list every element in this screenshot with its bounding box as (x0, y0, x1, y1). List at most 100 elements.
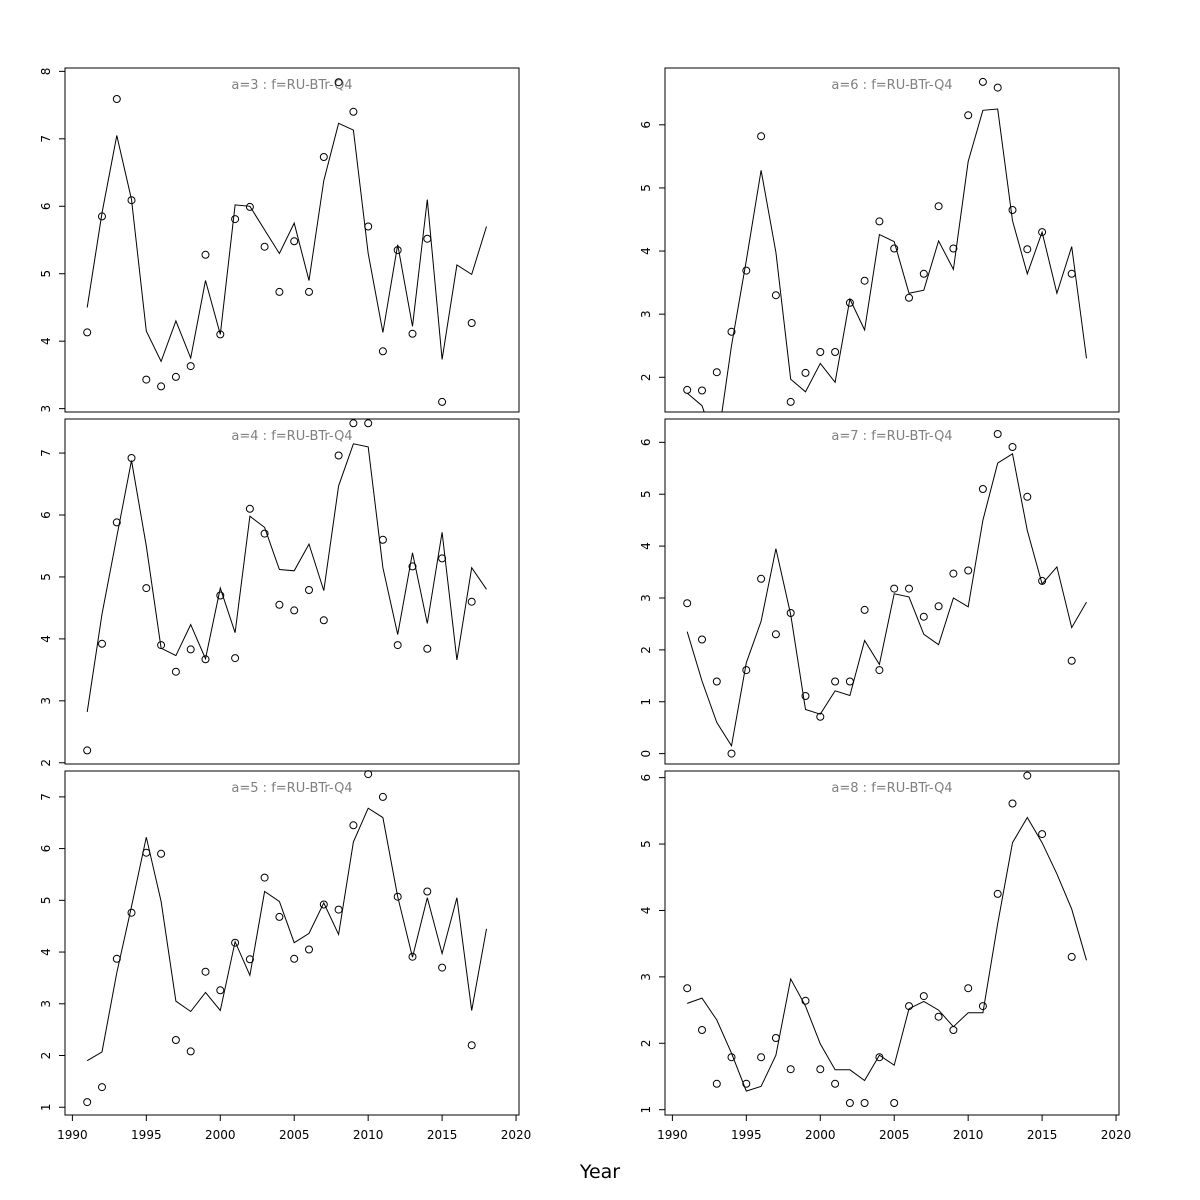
x-tick-label: 2005 (279, 1128, 310, 1142)
data-point (1008, 206, 1017, 214)
data-point (845, 298, 854, 307)
data-point (305, 945, 313, 954)
data-point (171, 1036, 180, 1044)
data-point (742, 666, 751, 675)
data-point (98, 639, 106, 648)
panel-frame (64, 67, 520, 413)
y-tick-label: 4 (39, 337, 53, 345)
data-point (98, 1083, 106, 1092)
data-point (142, 375, 151, 384)
data-point (290, 606, 299, 615)
data-point (334, 78, 343, 87)
data-point (712, 677, 721, 686)
data-point (275, 287, 284, 296)
data-point (1038, 228, 1047, 237)
data-point (201, 967, 210, 976)
data-point (890, 244, 899, 253)
data-point (712, 1079, 721, 1088)
y-tick-label: 6 (39, 511, 53, 519)
panel-title: a=5 : f=RU-BTr-Q4 (231, 781, 352, 796)
data-point (231, 938, 240, 947)
data-point (423, 644, 432, 653)
data-point (334, 451, 343, 460)
data-point (1008, 799, 1017, 808)
data-point (349, 107, 358, 116)
data-point (378, 535, 387, 544)
y-tick-label: 8 (39, 68, 53, 76)
data-point (683, 599, 692, 608)
x-tick-label: 2015 (427, 1128, 458, 1142)
data-point (127, 454, 136, 462)
data-point (305, 287, 313, 296)
x-tick-label: 1995 (731, 1128, 762, 1142)
panel-frame (64, 770, 520, 1116)
y-tick-label: 6 (39, 202, 53, 210)
data-point (216, 330, 225, 339)
data-point (890, 584, 899, 593)
data-point (216, 591, 225, 600)
data-point (949, 569, 958, 578)
x-tick-label: 2010 (953, 1128, 984, 1142)
series-line (86, 122, 487, 363)
data-point (786, 1065, 795, 1074)
data-point (171, 667, 180, 676)
x-tick-label: 2000 (805, 1128, 836, 1142)
y-tick-label: 6 (639, 121, 653, 129)
data-point (845, 677, 854, 686)
data-point (949, 1026, 958, 1034)
data-point (683, 385, 692, 394)
y-tick-label: 4 (39, 948, 53, 956)
data-point (98, 212, 106, 221)
y-tick-label: 5 (639, 184, 653, 192)
data-point (186, 645, 195, 654)
data-point (801, 368, 810, 377)
data-point (275, 912, 284, 921)
data-point (978, 1002, 987, 1011)
data-point (245, 955, 254, 964)
y-tick-label: 3 (39, 697, 53, 705)
y-tick-label: 3 (639, 310, 653, 318)
y-tick-label: 2 (39, 1052, 53, 1060)
data-point (949, 244, 958, 253)
y-tick-label: 7 (39, 793, 53, 801)
data-point (364, 222, 373, 231)
data-point (245, 202, 254, 211)
data-point (875, 217, 884, 226)
data-point (319, 900, 328, 909)
data-point (816, 348, 825, 356)
data-point (1008, 443, 1017, 451)
x-tick-label: 1995 (131, 1128, 162, 1142)
data-point (83, 328, 92, 337)
data-point (260, 242, 269, 251)
data-point (905, 584, 913, 593)
data-point (860, 605, 869, 614)
y-tick-label: 6 (39, 845, 53, 853)
x-tick-label: 2000 (205, 1128, 236, 1142)
data-point (127, 908, 136, 917)
data-point (727, 749, 736, 758)
data-point (890, 1099, 899, 1107)
data-point (786, 397, 795, 406)
data-point (993, 889, 1002, 898)
series-line (86, 443, 487, 713)
y-tick-label: 1 (639, 1106, 653, 1114)
data-point (919, 269, 928, 278)
y-tick-label: 4 (639, 247, 653, 255)
data-point (1023, 771, 1032, 780)
data-point (231, 654, 240, 663)
panel-title: a=3 : f=RU-BTr-Q4 (231, 78, 352, 93)
data-point (875, 666, 884, 675)
data-point (290, 237, 299, 246)
data-point (142, 848, 151, 857)
data-point (127, 196, 136, 205)
data-point (742, 1079, 751, 1088)
data-point (712, 368, 721, 377)
y-tick-label: 4 (39, 635, 53, 643)
data-point (1023, 492, 1032, 501)
data-point (771, 630, 780, 639)
y-tick-label: 7 (39, 449, 53, 457)
data-point (186, 1047, 195, 1056)
data-point (786, 609, 795, 617)
data-point (964, 566, 973, 575)
data-point (1038, 830, 1047, 839)
